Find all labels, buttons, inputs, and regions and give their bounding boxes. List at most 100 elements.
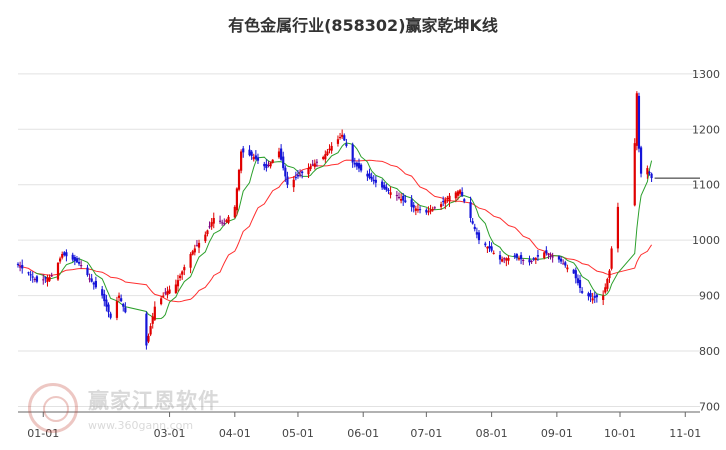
candle xyxy=(477,229,481,245)
candles xyxy=(16,91,653,350)
candle xyxy=(124,302,127,314)
candle xyxy=(530,260,533,264)
candle xyxy=(65,249,68,262)
candle xyxy=(341,129,344,139)
candle xyxy=(149,323,152,337)
candle xyxy=(414,205,417,216)
candle xyxy=(166,286,169,299)
x-tick-label: 07-01 xyxy=(410,427,442,440)
candle xyxy=(357,158,361,173)
candle xyxy=(311,159,314,166)
candle xyxy=(221,219,224,226)
y-tick-label: 1200 xyxy=(692,123,720,136)
candle xyxy=(427,206,430,216)
candle xyxy=(256,153,260,165)
candle xyxy=(448,193,451,207)
candle xyxy=(639,145,643,178)
candle xyxy=(383,182,386,190)
candle xyxy=(189,252,192,274)
candle xyxy=(543,251,546,260)
candle xyxy=(212,212,215,229)
candle xyxy=(267,161,270,168)
candle xyxy=(328,144,331,154)
candle xyxy=(250,150,253,160)
candle xyxy=(517,255,521,261)
candle xyxy=(366,170,369,181)
candle xyxy=(507,255,510,265)
candle xyxy=(475,227,478,239)
candle xyxy=(557,255,561,263)
candle xyxy=(374,176,377,188)
candle xyxy=(277,147,281,159)
candle xyxy=(385,183,388,192)
candle xyxy=(92,281,95,290)
candle xyxy=(44,276,47,283)
candle xyxy=(322,155,325,161)
candle xyxy=(503,257,506,264)
candle xyxy=(522,258,525,265)
candle xyxy=(223,218,226,226)
candle xyxy=(183,264,186,276)
candle xyxy=(486,246,489,254)
candle xyxy=(488,241,491,253)
candle xyxy=(610,246,613,271)
candle xyxy=(578,275,582,293)
candle xyxy=(591,292,594,304)
candle xyxy=(492,250,495,255)
candle xyxy=(160,295,163,306)
candle xyxy=(16,262,20,268)
slow-ma-line xyxy=(17,159,653,303)
candle xyxy=(559,256,563,265)
candle xyxy=(547,253,550,259)
candle xyxy=(431,206,434,212)
candle xyxy=(589,289,592,303)
candle xyxy=(105,294,108,312)
candle xyxy=(545,246,548,256)
candle xyxy=(513,253,516,259)
candle xyxy=(355,161,358,170)
candle xyxy=(153,301,156,321)
candle xyxy=(439,201,443,210)
candle xyxy=(107,302,110,318)
candle xyxy=(576,274,580,286)
candle xyxy=(21,259,24,274)
candle xyxy=(381,179,384,190)
x-tick-label: 10-01 xyxy=(604,427,636,440)
candle xyxy=(412,201,415,213)
candle xyxy=(515,253,518,261)
candle xyxy=(345,138,348,148)
candle xyxy=(471,218,474,225)
candle xyxy=(94,276,97,289)
candle xyxy=(602,290,605,306)
y-tick-label: 700 xyxy=(699,400,720,413)
candle xyxy=(80,260,83,269)
x-tick-label: 03-01 xyxy=(154,427,186,440)
candle xyxy=(572,268,575,274)
candle xyxy=(330,142,333,154)
candle xyxy=(463,198,466,204)
candle xyxy=(551,252,554,263)
candle xyxy=(122,302,125,312)
candle xyxy=(63,251,66,257)
candle xyxy=(458,188,462,196)
candle xyxy=(27,271,30,276)
candle xyxy=(484,241,487,248)
grid-lines xyxy=(18,73,700,407)
x-tick-label: 11-01 xyxy=(669,427,701,440)
candle xyxy=(61,251,64,260)
chart-title: 有色金属行业(858302)赢家乾坤K线 xyxy=(228,16,498,35)
candle xyxy=(90,273,93,283)
candle xyxy=(75,256,79,263)
candle xyxy=(237,168,241,192)
candle xyxy=(58,256,62,264)
candle xyxy=(181,270,184,280)
moving-average-lines xyxy=(17,142,653,320)
candle xyxy=(286,171,289,189)
candle xyxy=(372,175,375,185)
candle xyxy=(42,274,45,285)
candle xyxy=(534,257,537,264)
candle xyxy=(233,205,236,219)
candle xyxy=(210,218,213,230)
candle xyxy=(606,277,609,292)
